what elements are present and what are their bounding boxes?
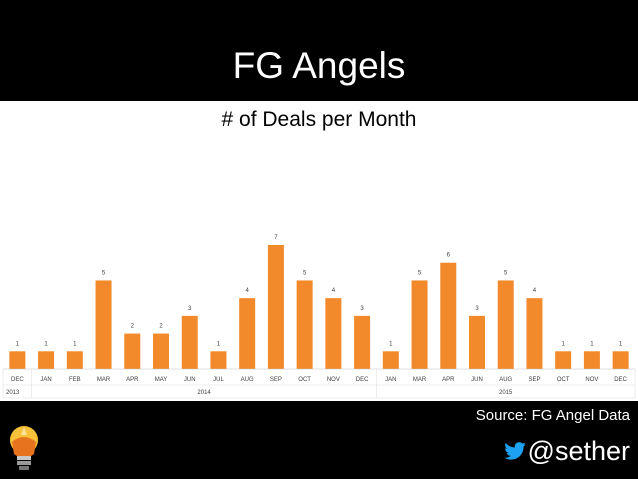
bar [382,351,399,369]
bar [411,280,428,369]
data-label: 3 [475,306,479,312]
data-label: 5 [504,270,508,276]
x-tick-label: OCT [557,377,570,383]
x-tick-label: NOV [327,377,340,383]
data-label: 4 [332,288,336,294]
x-tick-label: NOV [585,377,598,383]
chart-title: # of Deals per Month [221,108,417,131]
x-tick-label: APR [442,377,455,383]
deals-bar-chart: 1 DEC 1 JAN 1 FEB 5 MAR 2 APR 2 MAY 3 JUN 1 JUL 4 AUG 7 SEP… [2,235,636,399]
data-label: 3 [188,306,192,312]
x-tick-label: JUL [213,377,224,383]
bar [440,262,457,369]
data-label: 4 [246,288,250,294]
data-label: 1 [44,341,48,347]
data-label: 1 [16,341,20,347]
x-tick-label: AUG [499,377,512,383]
x-tick-label: SEP [270,377,282,383]
bar [497,280,514,369]
bar [95,280,112,369]
data-label: 5 [303,270,307,276]
year-label: 2015 [499,390,513,396]
bar [153,333,169,369]
bar [38,351,55,369]
x-tick-label: JUN [471,377,483,383]
data-label: 1 [389,341,393,347]
bar [583,351,600,369]
data-label: 5 [418,270,422,276]
x-tick-label: MAR [413,377,427,383]
x-tick-label: DEC [356,377,369,383]
bar [612,351,629,369]
x-tick-label: JUN [184,377,196,383]
data-label: 5 [102,270,106,276]
bar [354,315,371,369]
data-label: 2 [131,324,135,330]
x-tick-label: OCT [298,377,311,383]
x-tick-label: DEC [614,377,627,383]
x-tick-label: DEC [11,377,24,383]
x-tick-label: MAR [97,377,111,383]
bar [296,280,313,369]
x-tick-label: APR [126,377,139,383]
handle-text: @sether [527,436,630,466]
year-label: 2014 [197,390,211,396]
data-label: 3 [360,306,364,312]
x-tick-label: JAN [40,377,51,383]
bar [9,351,26,369]
bar [267,245,284,369]
x-tick-label: SEP [528,377,540,383]
bar [210,351,227,369]
bar [181,315,198,369]
data-label: 1 [590,341,594,347]
data-label: 1 [562,341,566,347]
x-tick-label: FEB [69,377,81,383]
x-tick-label: AUG [241,377,254,383]
source-note: Source: FG Angel Data [475,407,630,424]
year-label: 2013 [6,390,20,396]
x-tick-label: MAY [155,377,168,383]
data-label: 1 [73,341,77,347]
data-label: 2 [159,324,163,330]
bar [66,351,83,369]
lightbulb-logo [10,426,38,470]
slide-title: FG Angels [232,45,406,86]
bar [325,298,342,369]
twitter-bird-icon [503,442,526,460]
data-label: 7 [274,235,278,241]
bar [555,351,572,369]
x-tick-label: JAN [385,377,396,383]
bar [526,298,543,369]
data-label: 4 [533,288,537,294]
bar [124,333,141,369]
data-label: 6 [447,253,451,259]
bar [239,298,256,369]
data-label: 1 [217,341,221,347]
data-label: 1 [619,341,623,347]
twitter-handle[interactable]: @sether [503,434,630,468]
bar [469,315,485,369]
